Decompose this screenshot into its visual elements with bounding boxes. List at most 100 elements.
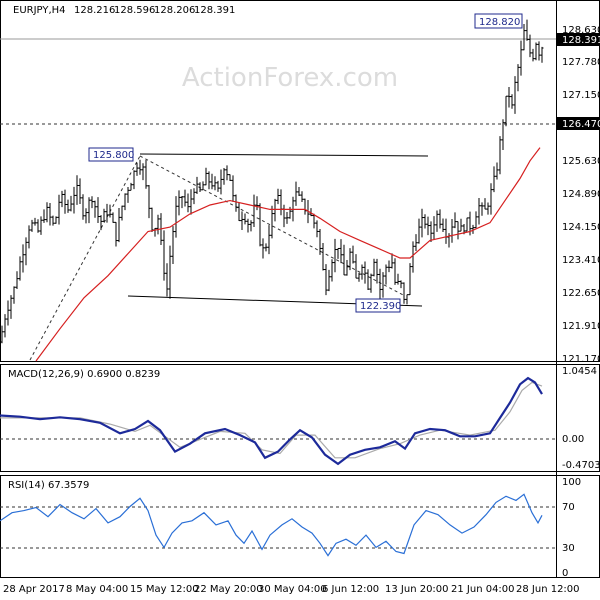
- ohlc-bar: [429, 221, 433, 242]
- ohlc-bar: [333, 238, 337, 273]
- ohlc-bar: [261, 238, 265, 259]
- ohlc-bar: [48, 202, 52, 226]
- ohlc-bar: [228, 174, 232, 182]
- ohlc-bar: [51, 215, 55, 226]
- price-tick-label: 122.650: [562, 288, 600, 299]
- ohlc-bar: [423, 214, 427, 229]
- ohlc-bar: [147, 184, 151, 219]
- ohlc-bar: [408, 263, 412, 296]
- ohlc-bar: [87, 197, 91, 224]
- ohlc-bar: [534, 42, 538, 61]
- ohlc-bar: [222, 168, 226, 185]
- ohlc-bar: [486, 202, 490, 215]
- ohlc-bar: [456, 221, 460, 240]
- ohlc-bar: [384, 264, 388, 285]
- price-tick-label: 127.150: [562, 90, 600, 101]
- ohlc-bar: [60, 190, 64, 208]
- high-value: 128.596: [114, 5, 155, 16]
- ohlc-bar: [330, 259, 334, 282]
- rsi-line: [0, 493, 543, 557]
- rsi-tick-label: 30: [562, 543, 575, 554]
- ohlc-bar: [360, 264, 364, 280]
- resistance-line: [139, 153, 429, 157]
- price-tick-label: 121.910: [562, 321, 600, 332]
- x-tick-label: 8 May 04:00: [66, 584, 128, 595]
- ohlc-bar: [135, 162, 139, 176]
- callout-low: 122.390: [360, 301, 401, 312]
- ohlc-bar: [21, 244, 25, 273]
- ohlc-bar: [243, 213, 247, 225]
- current-price-label: 128.391: [562, 35, 600, 46]
- ohlc-bar: [270, 205, 274, 239]
- ohlc-bar: [540, 46, 544, 63]
- ohlc-bar: [441, 218, 445, 233]
- ohlc-bar: [42, 209, 46, 223]
- ohlc-bar: [315, 220, 319, 238]
- ohlc-bar: [513, 76, 517, 114]
- ohlc-bar: [246, 218, 250, 233]
- ohlc-bar: [177, 190, 181, 216]
- rsi-panel: [0, 475, 600, 578]
- ohlc-bar: [396, 273, 400, 285]
- ohlc-bar: [30, 219, 34, 232]
- ohlc-bar: [501, 119, 505, 151]
- ohlc-bar: [381, 272, 385, 298]
- ohlc-bar: [318, 229, 322, 255]
- macd-tick-label: 1.0454: [562, 366, 597, 377]
- ohlc-bar: [507, 87, 511, 108]
- ohlc-bar: [123, 193, 127, 211]
- macd-tick-label: 0.00: [562, 434, 584, 445]
- price-tick-label: 124.150: [562, 222, 600, 233]
- ohlc-bar: [156, 214, 160, 235]
- ohlc-bar: [327, 269, 331, 292]
- ohlc-bar: [234, 194, 238, 212]
- ohlc-bar: [522, 24, 526, 51]
- ohlc-bar: [198, 182, 202, 193]
- ohlc-bar: [294, 181, 298, 206]
- ohlc-bar: [120, 205, 124, 221]
- ohlc-bar: [312, 213, 316, 229]
- ohlc-bar: [465, 217, 469, 232]
- ohlc-bar: [63, 189, 67, 214]
- ohlc-bar: [531, 48, 535, 62]
- x-tick-label: 6 Jun 12:00: [322, 584, 379, 595]
- current-price-box: [557, 33, 599, 46]
- ohlc-bar: [201, 181, 205, 191]
- ohlc-bar: [189, 189, 193, 215]
- ohlc-bar: [183, 189, 187, 207]
- ohlc-bar: [297, 187, 301, 197]
- ohlc-bar: [129, 182, 133, 191]
- x-tick-label: 22 May 20:00: [194, 584, 263, 595]
- ohlc-bar: [405, 294, 409, 305]
- ohlc-bar: [267, 225, 271, 255]
- close-value: 128.391: [194, 5, 235, 16]
- rsi-tick-label: 70: [562, 502, 575, 513]
- price-tick-label: 125.630: [562, 156, 600, 167]
- ohlc-bar: [141, 163, 145, 181]
- ohlc-bar: [528, 34, 532, 58]
- ohlc-bar: [354, 254, 358, 279]
- macd-panel: [0, 364, 600, 472]
- ohlc-bar: [519, 40, 523, 76]
- ohlc-bar: [516, 64, 520, 92]
- ohlc-bar: [402, 282, 406, 304]
- ohlc-bar: [96, 197, 100, 224]
- ohlc-bar: [285, 211, 289, 224]
- ohlc-bar: [108, 204, 112, 218]
- ohlc-bar: [195, 176, 199, 194]
- ohlc-bar: [210, 173, 214, 190]
- ohlc-bar: [459, 218, 463, 232]
- ohlc-bar: [537, 41, 541, 61]
- ohlc-bar: [345, 259, 349, 276]
- x-tick-label: 21 Jun 04:00: [451, 584, 515, 595]
- ohlc-bar: [54, 216, 58, 224]
- ohlc-bar: [483, 198, 487, 210]
- ohlc-bar: [489, 183, 493, 215]
- ohlc-bar: [192, 188, 196, 205]
- ohlc-bar: [264, 243, 268, 252]
- ohlc-bar: [417, 218, 421, 244]
- ohlc-bar: [273, 198, 277, 222]
- ohlc-bar: [180, 196, 184, 209]
- ohlc-bar: [390, 253, 394, 269]
